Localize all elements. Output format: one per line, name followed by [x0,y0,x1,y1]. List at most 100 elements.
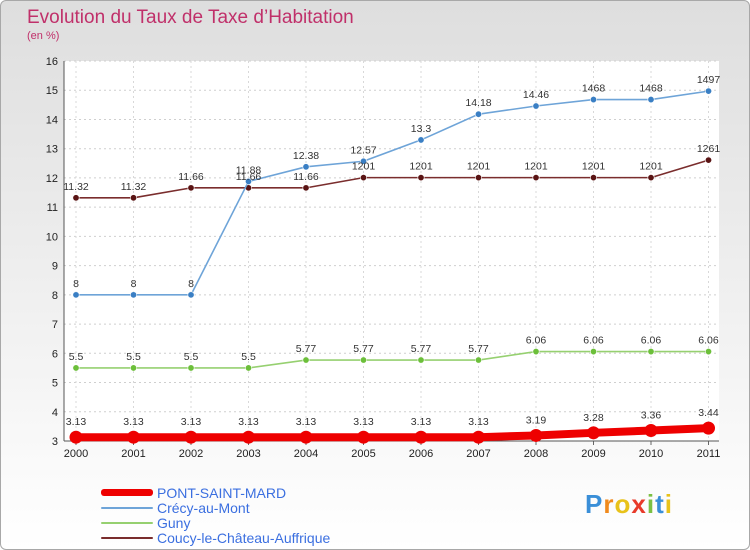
data-label-crecy-au-mont: 8 [73,278,79,290]
y-tick-label: 16 [46,56,58,68]
data-label-guny: 5.5 [241,351,256,363]
data-point-guny [589,348,597,356]
x-tick-label: 2001 [121,448,145,460]
y-tick-label: 13 [46,144,58,156]
y-tick-label: 8 [52,290,58,302]
x-tick-label: 2002 [179,448,203,460]
proxiti-logo: Proxiti [585,489,673,520]
y-tick-label: 12 [46,173,58,185]
data-point-crecy-au-mont [359,157,367,165]
data-point-crecy-au-mont [245,177,253,185]
x-tick-label: 2010 [639,448,663,460]
data-label-pont-saint-mard: 3.44 [698,407,719,419]
data-label-pont-saint-mard: 3.13 [238,416,259,428]
data-label-guny: 5.5 [69,351,84,363]
logo-letter: r [603,489,615,519]
legend-swatch [101,536,153,539]
data-label-coucy-le-chateau-auffrique: 1201 [582,161,606,173]
y-tick-label: 10 [46,231,58,243]
data-label-guny: 6.06 [583,335,604,347]
data-point-guny [532,348,540,356]
y-tick-label: 4 [52,407,58,419]
data-label-pont-saint-mard: 3.13 [296,416,317,428]
y-tick-label: 3 [52,436,58,448]
data-point-crecy-au-mont [647,96,655,104]
x-tick-label: 2000 [64,448,88,460]
legend-item: PONT-SAINT-MARD [101,484,330,501]
data-label-crecy-au-mont: 1468 [582,83,606,95]
data-point-coucy-le-chateau-auffrique [72,194,80,202]
logo-letter: x [631,489,647,519]
axes: 3 4 5 6 7 8 9 10 11 12 13 14 15 16 2000 2001 2002 2003 200… [46,56,721,460]
data-label-guny: 6.06 [698,335,719,347]
data-point-crecy-au-mont [589,96,597,104]
data-label-crecy-au-mont: 1468 [639,83,663,95]
data-label-pont-saint-mard: 3.36 [641,409,662,421]
data-label-crecy-au-mont: 12.57 [350,144,376,156]
data-label-pont-saint-mard: 3.13 [411,416,432,428]
data-label-guny: 5.77 [468,343,489,355]
data-label-guny: 5.5 [126,351,141,363]
data-label-guny: 5.5 [184,351,199,363]
data-point-guny [245,364,253,372]
y-tick-label: 11 [47,202,58,214]
data-point-crecy-au-mont [130,291,138,299]
data-point-guny [302,356,310,364]
data-point-crecy-au-mont [187,291,195,299]
data-point-pont-saint-mard [69,430,83,444]
data-label-pont-saint-mard: 3.13 [353,416,374,428]
data-point-pont-saint-mard [472,430,485,444]
plot-area [64,61,719,441]
data-point-pont-saint-mard [414,430,428,444]
logo-letter: P [585,489,604,519]
data-label-guny: 5.77 [411,343,432,355]
x-tick-label: 2009 [581,448,605,460]
legend-label: PONT-SAINT-MARD [157,484,287,501]
data-label-crecy-au-mont: 14.46 [523,89,549,101]
data-label-crecy-au-mont: 12.38 [293,150,319,162]
legend-swatch [101,489,153,496]
data-label-coucy-le-chateau-auffrique: 11.32 [63,181,89,193]
data-point-guny [130,364,138,372]
legend-swatch [101,506,153,509]
legend-label: Crécy-au-Mont [157,499,250,516]
legend-label: Coucy-le-Château-Auffrique [157,529,331,546]
data-point-coucy-le-chateau-auffrique [589,174,597,182]
data-label-pont-saint-mard: 3.13 [181,416,202,428]
data-label-crecy-au-mont: 8 [131,278,137,290]
data-point-crecy-au-mont [474,110,482,118]
data-label-guny: 6.06 [526,335,547,347]
data-point-pont-saint-mard [242,430,255,444]
data-label-coucy-le-chateau-auffrique: 1201 [639,161,663,173]
data-label-crecy-au-mont: 1497 [697,74,721,86]
series-line-crecy-au-mont [75,90,710,296]
data-point-pont-saint-mard [644,423,658,437]
x-tick-label: 2003 [236,448,260,460]
data-point-crecy-au-mont [72,291,80,299]
data-point-coucy-le-chateau-auffrique [417,174,425,182]
y-tick-label: 5 [52,378,58,390]
legend-label: Guny [157,514,191,531]
data-label-guny: 6.06 [641,335,662,347]
x-tick-label: 2005 [351,448,375,460]
data-label-coucy-le-chateau-auffrique: 1201 [467,161,491,173]
series-layer [69,87,715,444]
data-label-pont-saint-mard: 3.13 [123,416,144,428]
data-point-guny [417,356,425,364]
x-tick-label: 2004 [294,448,318,460]
logo-letter: i [664,489,673,519]
series-line-guny [75,350,710,369]
data-point-pont-saint-mard [587,426,600,440]
legend-item: Coucy-le-Château-Auffrique [101,529,331,546]
data-label-pont-saint-mard: 3.19 [526,414,547,426]
data-point-crecy-au-mont [417,136,425,144]
data-point-pont-saint-mard [702,421,715,435]
data-label-crecy-au-mont: 13.3 [411,123,432,135]
data-label-coucy-le-chateau-auffrique: 1261 [697,143,721,155]
data-point-pont-saint-mard [184,430,198,444]
data-label-guny: 5.77 [353,343,374,355]
data-point-crecy-au-mont [302,163,310,171]
data-point-guny [359,356,367,364]
data-point-coucy-le-chateau-auffrique [302,184,310,192]
